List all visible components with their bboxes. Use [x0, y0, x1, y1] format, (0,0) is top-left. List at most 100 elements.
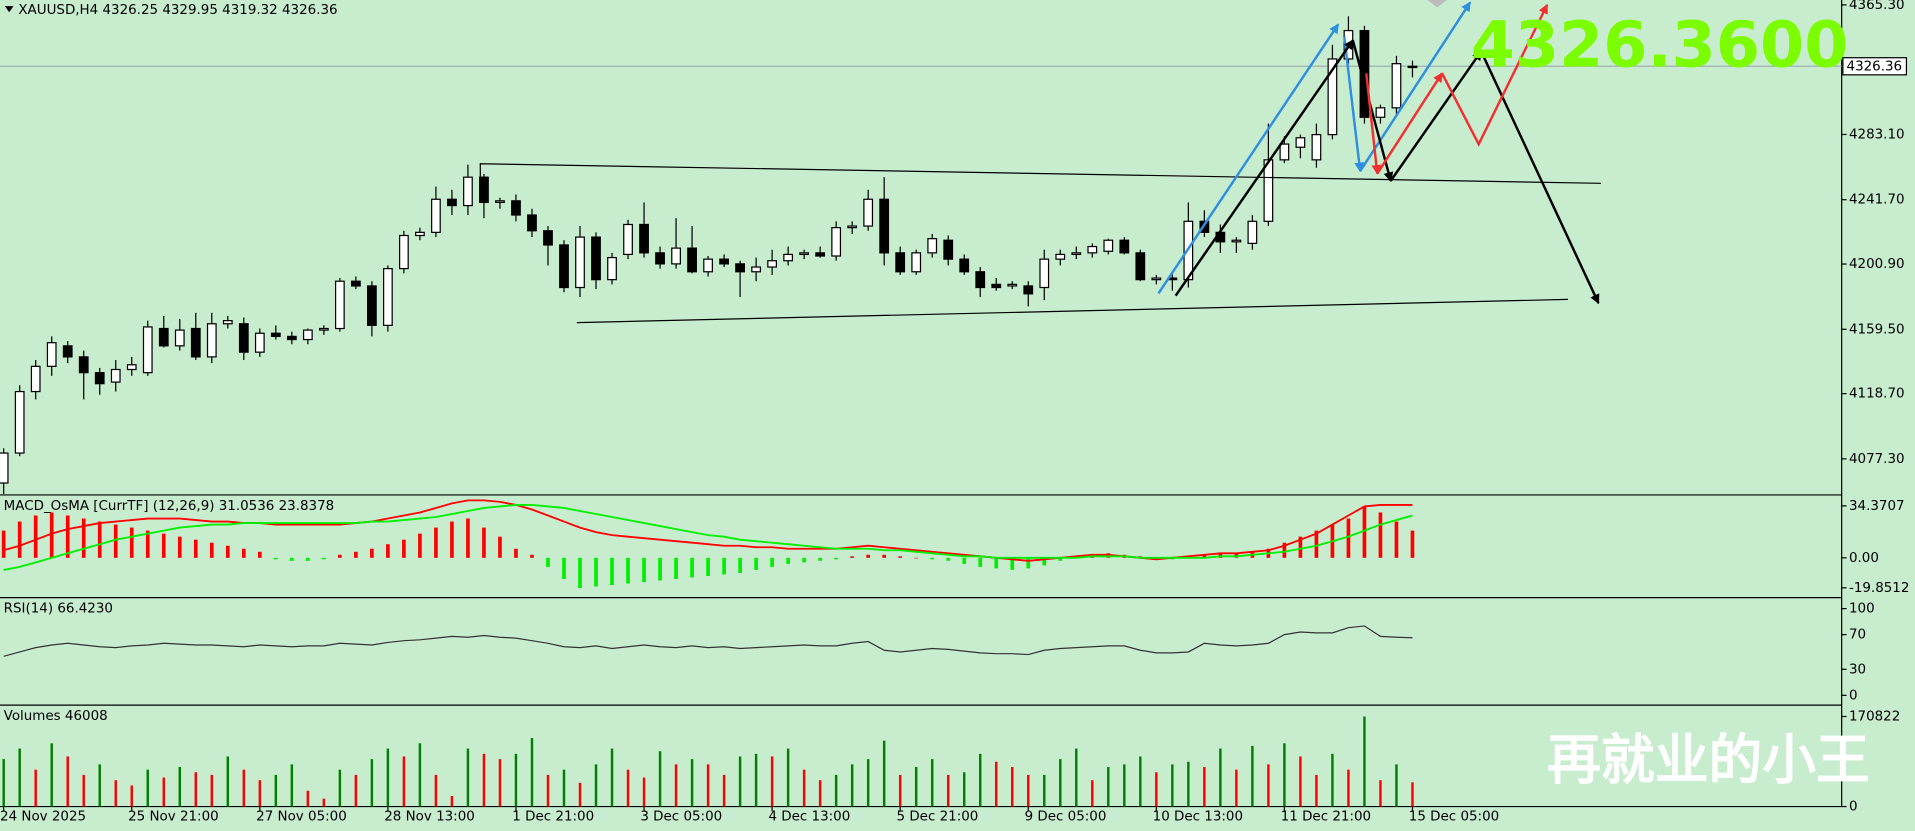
panel-title: MACD_OsMA [CurrTF] (12,26,9) 31.0536 23.…	[4, 499, 335, 514]
candle-body	[126, 364, 137, 371]
histogram-bar	[386, 544, 390, 558]
x-tick-label: 27 Nov 05:00	[256, 809, 347, 824]
volume-bar	[162, 777, 165, 807]
candle-body	[1263, 159, 1274, 222]
candle-body	[1391, 63, 1402, 109]
histogram-bar	[1346, 518, 1351, 558]
candle-body	[399, 234, 409, 270]
candle-body	[799, 252, 810, 256]
candle-body	[671, 247, 681, 265]
candle-body	[94, 372, 105, 385]
watermark: 再就业的小王	[1547, 728, 1870, 791]
y-tick-label: 34.3707	[1849, 499, 1905, 514]
histogram-bar	[802, 557, 806, 563]
histogram-bar	[834, 557, 838, 560]
volume-bar	[1267, 764, 1270, 807]
x-tick-label: 3 Dec 05:00	[640, 809, 722, 824]
panel-title: Volumes 46008	[4, 709, 108, 724]
panel-title: XAUUSD,H4 4326.25 4329.95 4319.32 4326.3…	[18, 3, 337, 18]
volume-bar	[898, 774, 902, 807]
histogram-bar	[882, 554, 887, 558]
histogram-bar	[225, 545, 230, 558]
y-tick-label: 0.00	[1849, 551, 1879, 566]
candle-body	[815, 252, 826, 257]
volume-bar	[594, 764, 598, 807]
candle-body	[767, 260, 778, 268]
volume-bar	[834, 774, 838, 807]
x-tick-label: 25 Nov 21:00	[128, 809, 219, 824]
histogram-bar	[177, 536, 182, 558]
x-tick-label: 15 Dec 05:00	[1409, 809, 1499, 824]
histogram-bar	[1394, 521, 1399, 558]
candle-body	[1087, 245, 1098, 254]
candle-body	[751, 266, 761, 273]
volume-bar	[1283, 743, 1286, 807]
candle-body	[687, 247, 697, 273]
volume-bar	[722, 774, 726, 807]
volume-bar	[1059, 759, 1062, 807]
candle-body	[1055, 253, 1066, 260]
volume-bar	[1027, 774, 1030, 807]
candle-body	[575, 236, 585, 289]
histogram-bar	[370, 548, 374, 558]
y-tick-label: 4365.30	[1849, 0, 1905, 13]
candle-body	[30, 365, 41, 393]
histogram-bar	[562, 557, 566, 579]
candle-body	[1279, 143, 1290, 161]
candle-body	[879, 198, 890, 254]
volume-bar	[770, 756, 774, 807]
candle-body	[1375, 107, 1386, 118]
volume-bar	[386, 748, 390, 807]
x-tick-label: 5 Dec 21:00	[897, 809, 979, 824]
candle-body	[190, 327, 201, 358]
candle-body	[1135, 252, 1146, 281]
histogram-bar	[690, 557, 694, 578]
volume-bar	[1315, 774, 1318, 807]
indicator-line	[3, 504, 1413, 571]
histogram-bar	[33, 515, 38, 558]
histogram-bar	[1378, 512, 1383, 558]
y-tick-label: 4200.90	[1849, 257, 1905, 272]
volume-bar	[418, 743, 422, 807]
volume-bar	[1411, 782, 1414, 807]
x-tick-label: 28 Nov 13:00	[384, 809, 475, 824]
y-tick-label: -19.8512	[1849, 581, 1909, 596]
volume-bar	[1043, 774, 1046, 807]
histogram-bar	[17, 521, 22, 558]
histogram-bar	[290, 557, 294, 561]
histogram-bar	[498, 536, 502, 558]
histogram-bar	[706, 557, 710, 576]
candle-body	[607, 256, 617, 281]
candle-body	[318, 327, 329, 331]
volume-bar	[818, 780, 822, 807]
candle-body	[655, 252, 665, 265]
volume-bar	[354, 774, 358, 807]
x-tick-label: 24 Nov 2025	[0, 809, 86, 824]
candle-body	[286, 335, 297, 341]
current-price-label: 4326.36	[1847, 59, 1903, 74]
volume-bar	[226, 756, 230, 807]
histogram-bar	[1, 530, 6, 558]
candle-body	[559, 244, 569, 289]
volume-bar	[962, 772, 966, 807]
volume-bar	[786, 748, 790, 807]
candle-body	[1103, 239, 1114, 252]
histogram-bar	[850, 556, 854, 558]
histogram-bar	[946, 557, 951, 561]
candle-body	[1359, 29, 1370, 118]
arrow-black	[1480, 50, 1600, 305]
candle-body	[1039, 258, 1050, 289]
volume-bar	[274, 774, 278, 807]
arrow-black	[1174, 39, 1354, 297]
volume-bar	[50, 743, 53, 807]
candle-body	[14, 390, 25, 454]
candle-body	[703, 258, 713, 273]
histogram-bar	[1410, 530, 1415, 558]
histogram-bar	[450, 521, 454, 558]
volume-bar	[258, 780, 262, 807]
candle-body	[1007, 283, 1018, 287]
volume-bar	[610, 748, 614, 807]
histogram-bar	[754, 557, 758, 570]
histogram-bar	[722, 557, 726, 575]
volume-bar	[194, 772, 198, 807]
